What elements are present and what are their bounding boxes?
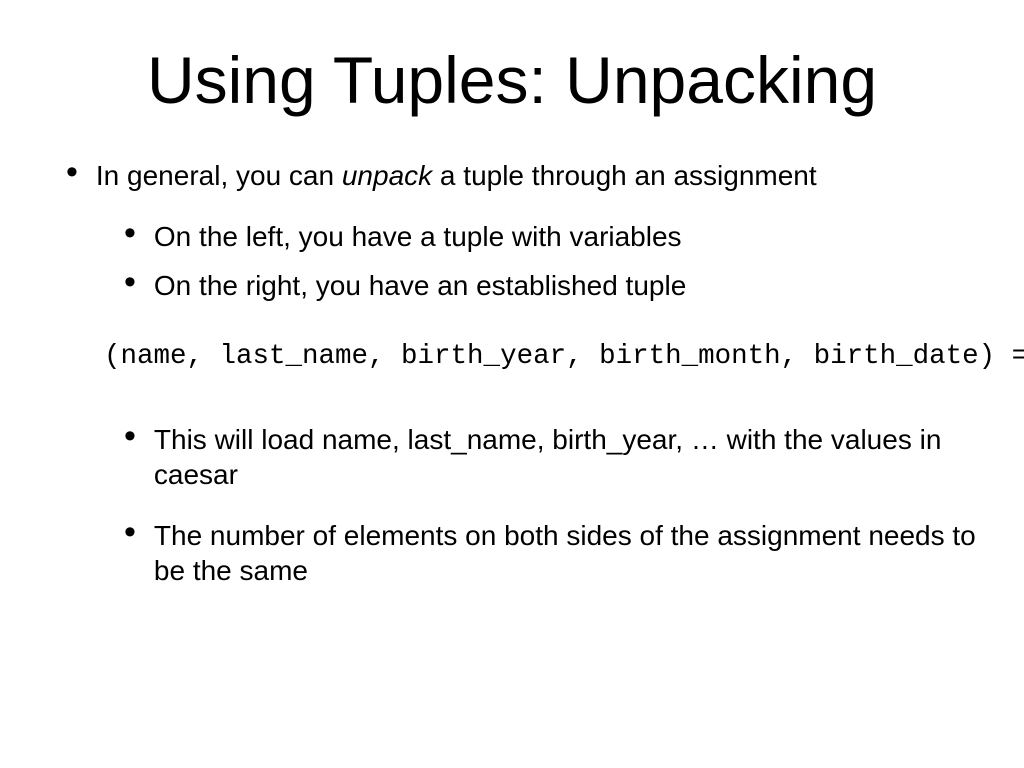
bullet-main-post: a tuple through an assignment [432,160,816,191]
bullet-sub3: • This will load name, last_name, birth_… [124,422,984,492]
bullet-icon: • [124,426,136,446]
slide: Using Tuples: Unpacking • In general, yo… [0,0,1024,768]
bullet-icon: • [124,223,136,243]
code-example: (name, last_name, birth_year, birth_mont… [66,341,984,372]
bullet-sub3-text: This will load name, last_name, birth_ye… [154,422,984,492]
bullet-main: • In general, you can unpack a tuple thr… [66,158,984,193]
bullet-icon: • [66,162,78,182]
bullet-main-pre: In general, you can [96,160,342,191]
bullet-sub1-text: On the left, you have a tuple with varia… [154,219,682,254]
bullet-sub2: • On the right, you have an established … [124,268,984,303]
bullet-icon: • [124,272,136,292]
bullet-main-text: In general, you can unpack a tuple throu… [96,158,817,193]
bullet-sub4-text: The number of elements on both sides of … [154,518,984,588]
slide-content: • In general, you can unpack a tuple thr… [0,158,1024,588]
bullet-icon: • [124,522,136,542]
bullet-sub2-text: On the right, you have an established tu… [154,268,686,303]
bullet-sub4: • The number of elements on both sides o… [124,518,984,588]
bullet-main-italic: unpack [342,160,432,191]
bullet-sub1: • On the left, you have a tuple with var… [124,219,984,254]
slide-title: Using Tuples: Unpacking [0,0,1024,158]
